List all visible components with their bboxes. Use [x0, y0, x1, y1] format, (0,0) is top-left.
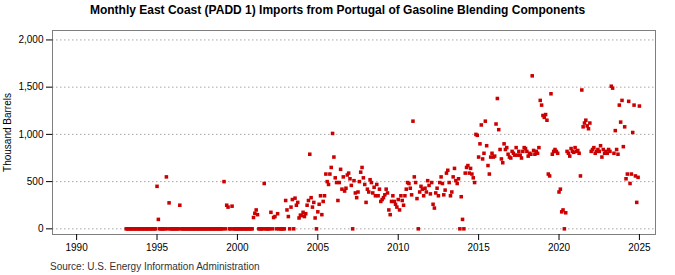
svg-text:2015: 2015	[467, 242, 490, 253]
html-text:Source: U.S. Energy Informatio: Source: U.S. Energy Information Administ…	[50, 261, 260, 272]
svg-text:1990: 1990	[65, 242, 88, 253]
svg-text:2,000: 2,000	[18, 34, 43, 45]
svg-text:1,000: 1,000	[18, 129, 43, 140]
svg-text:2000: 2000	[226, 242, 249, 253]
svg-text:2025: 2025	[628, 242, 651, 253]
svg-text:2010: 2010	[387, 242, 410, 253]
html-text:Monthly East Coast (PADD 1) Im: Monthly East Coast (PADD 1) Imports from…	[89, 3, 586, 17]
svg-text:2020: 2020	[548, 242, 571, 253]
svg-text:1,500: 1,500	[18, 81, 43, 92]
svg-text:500: 500	[27, 176, 44, 187]
svg-text:0: 0	[38, 223, 44, 234]
svg-text:1995: 1995	[146, 242, 169, 253]
svg-text:Thousand Barrels: Thousand Barrels	[2, 93, 13, 172]
svg-text:2005: 2005	[307, 242, 330, 253]
